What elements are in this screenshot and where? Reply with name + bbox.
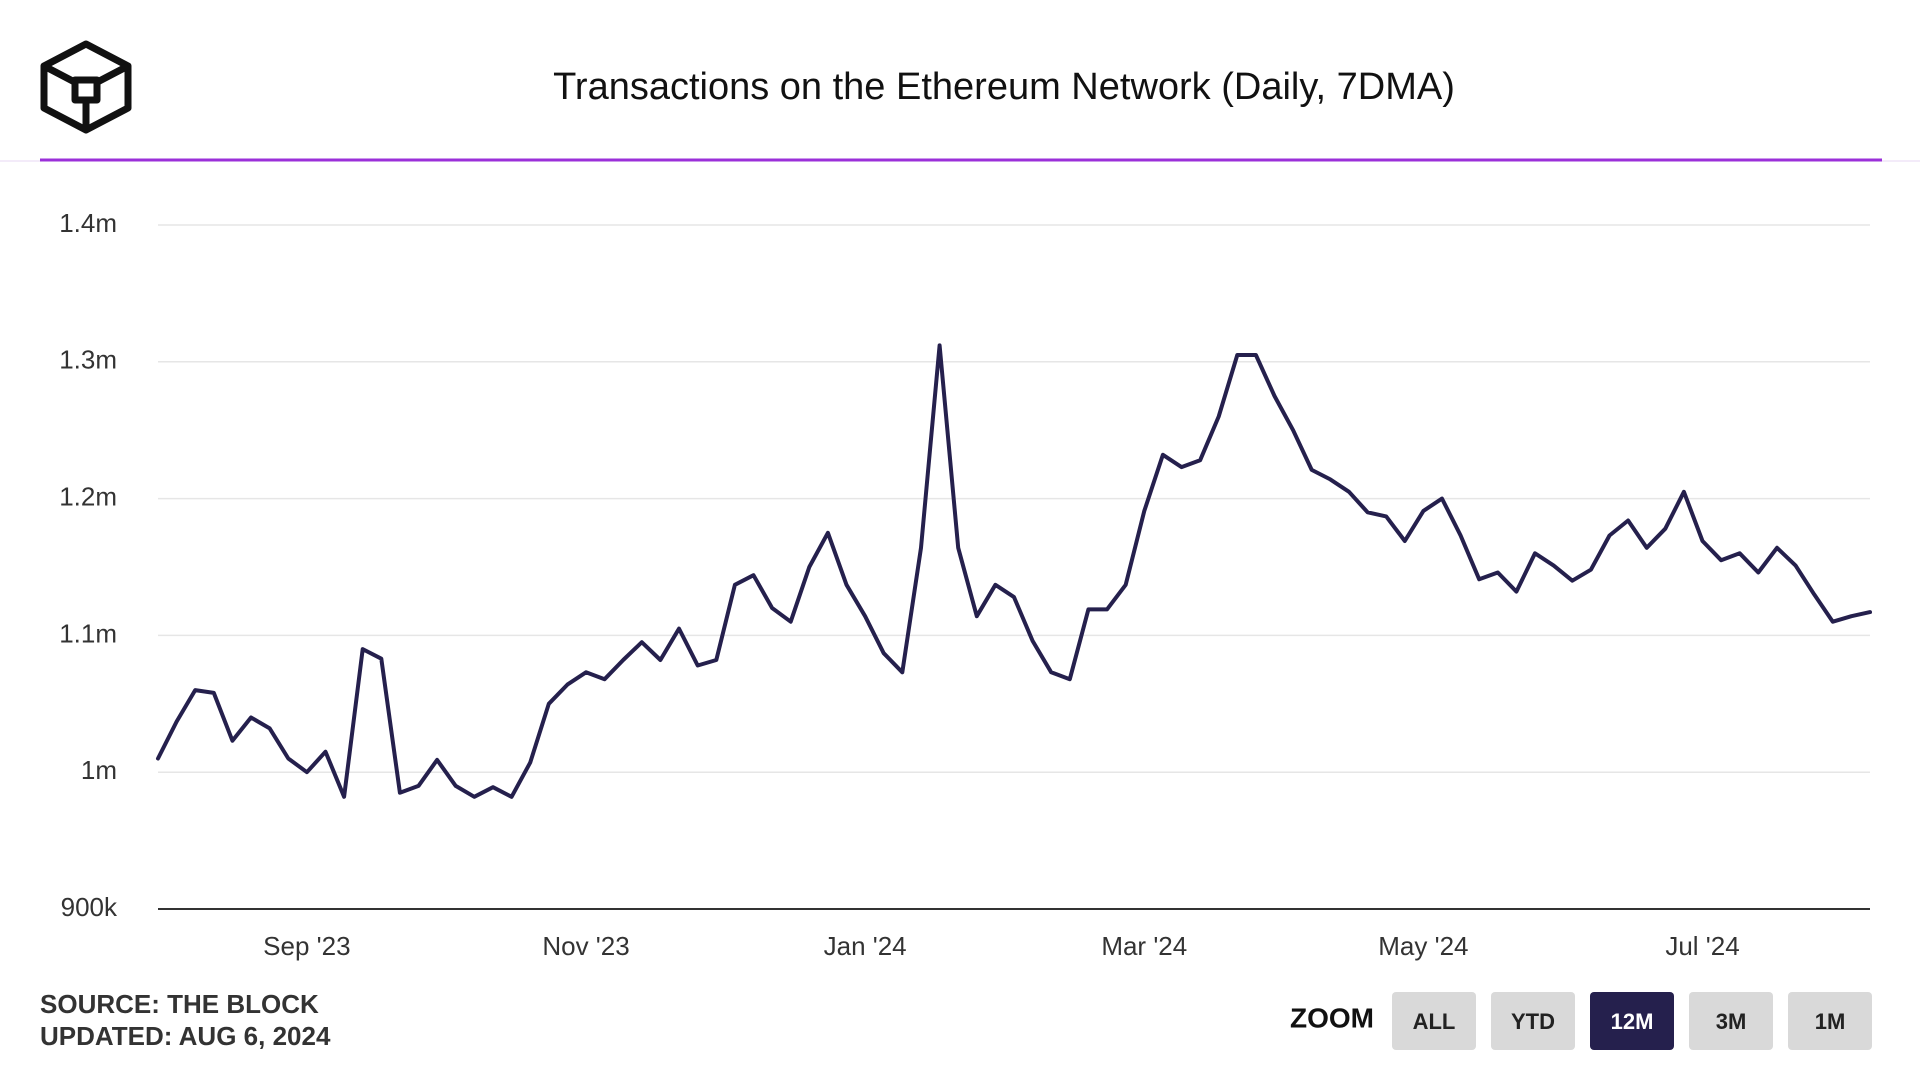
y-tick-label: 1m: [81, 755, 117, 785]
zoom-button-bg: [1491, 992, 1575, 1050]
zoom-button-bg: [1392, 992, 1476, 1050]
x-tick-label: Mar '24: [1101, 931, 1187, 961]
x-tick-label: May '24: [1378, 931, 1468, 961]
y-tick-label: 1.3m: [59, 345, 117, 375]
zoom-button-bg: [1590, 992, 1674, 1050]
zoom-button-label: 1M: [1815, 1009, 1846, 1034]
y-tick-label: 900k: [61, 892, 118, 922]
x-tick-label: Nov '23: [542, 931, 629, 961]
y-tick-label: 1.4m: [59, 208, 117, 238]
zoom-button[interactable]: 1M: [1788, 992, 1872, 1050]
zoom-button[interactable]: 12M: [1590, 992, 1674, 1050]
zoom-label: ZOOM: [1290, 1002, 1374, 1033]
chart-title: Transactions on the Ethereum Network (Da…: [553, 66, 1455, 108]
y-tick-label: 1.2m: [59, 481, 117, 511]
data-line: [156, 343, 1872, 799]
zoom-button-bg: [1689, 992, 1773, 1050]
updated: UPDATED: AUG 6, 2024: [40, 1021, 331, 1051]
source: SOURCE: THE BLOCK: [40, 989, 319, 1019]
y-tick-label: 1.1m: [59, 618, 117, 648]
zoom-button[interactable]: 3M: [1689, 992, 1773, 1050]
zoom-button-label: 3M: [1716, 1009, 1747, 1034]
zoom-button[interactable]: ALL: [1392, 992, 1476, 1050]
zoom-button-label: 12M: [1611, 1009, 1654, 1034]
zoom-button-label: ALL: [1413, 1009, 1456, 1034]
zoom-button-label: YTD: [1511, 1009, 1555, 1034]
x-tick-label: Sep '23: [263, 931, 350, 961]
zoom-button-bg: [1788, 992, 1872, 1050]
zoom-button[interactable]: YTD: [1491, 992, 1575, 1050]
logo: [40, 40, 132, 134]
x-tick-label: Jul '24: [1665, 931, 1739, 961]
x-tick-label: Jan '24: [824, 931, 907, 961]
